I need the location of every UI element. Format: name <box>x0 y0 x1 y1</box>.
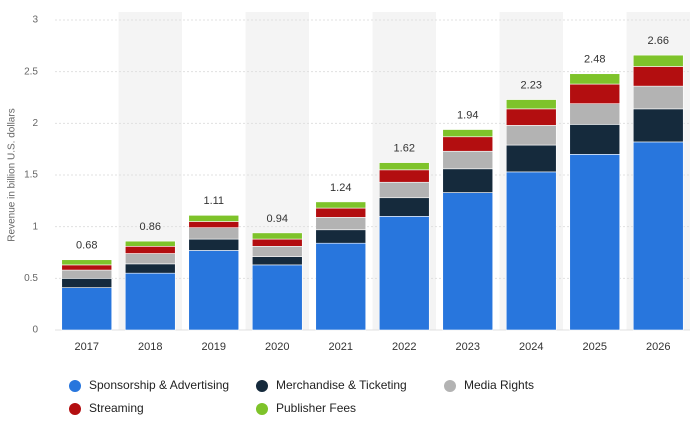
total-label: 1.62 <box>394 143 415 155</box>
bar-segment <box>442 192 494 331</box>
bar-segment <box>124 263 176 274</box>
y-tick-label: 2 <box>32 118 38 129</box>
total-label: 0.86 <box>140 221 161 233</box>
y-tick-label: 0.5 <box>24 273 38 284</box>
bar-segment <box>569 73 621 85</box>
bar-segment <box>632 141 684 331</box>
x-tick-label: 2025 <box>583 341 607 353</box>
legend-swatch <box>256 403 268 415</box>
x-tick-label: 2018 <box>138 341 162 353</box>
bar-segment <box>61 287 113 331</box>
y-tick-label: 0 <box>32 325 38 336</box>
bar-segment <box>378 169 430 183</box>
bar-segment <box>505 171 557 331</box>
legend-label: Media Rights <box>464 378 534 392</box>
bar-segment <box>188 227 240 240</box>
total-label: 2.23 <box>521 79 542 91</box>
bar-segment <box>569 154 621 331</box>
x-tick-label: 2022 <box>392 341 416 353</box>
x-tick-label: 2023 <box>456 341 480 353</box>
total-label: 0.68 <box>76 240 97 252</box>
x-tick-label: 2019 <box>202 341 226 353</box>
bar-segment <box>315 242 367 331</box>
bar-segment <box>505 125 557 146</box>
bar-segment <box>315 229 367 244</box>
bar-segment <box>61 259 113 266</box>
x-tick-label: 2021 <box>329 341 353 353</box>
bar-segment <box>188 215 240 222</box>
legend-swatch <box>69 403 81 415</box>
bar-segment <box>315 201 367 209</box>
bar-segment <box>124 246 176 254</box>
bar-segment <box>188 250 240 331</box>
x-tick-label: 2020 <box>265 341 289 353</box>
bar-segment <box>124 253 176 265</box>
y-tick-label: 2.5 <box>24 66 38 77</box>
legend-swatch <box>256 380 268 392</box>
bar-segment <box>505 99 557 110</box>
bar-segment <box>315 207 367 218</box>
bar-segment <box>251 246 303 257</box>
total-label: 0.94 <box>267 213 288 225</box>
bar-segment <box>378 162 430 171</box>
legend-label: Merchandise & Ticketing <box>276 378 407 392</box>
bar-segment <box>124 240 176 247</box>
bar-segment <box>569 124 621 155</box>
bar-segment <box>61 269 113 279</box>
total-label: 1.24 <box>330 182 351 194</box>
total-label: 1.94 <box>457 109 478 121</box>
total-label: 2.66 <box>648 35 669 47</box>
y-tick-label: 3 <box>32 15 38 26</box>
bar-segment <box>632 108 684 143</box>
bar-segment <box>251 232 303 240</box>
bar-segment <box>505 108 557 126</box>
x-tick-label: 2024 <box>519 341 543 353</box>
bar-segment <box>632 66 684 87</box>
legend-label: Sponsorship & Advertising <box>89 378 229 392</box>
bar-segment <box>251 238 303 247</box>
bar-segment <box>442 136 494 152</box>
bar-segment <box>124 272 176 331</box>
bar-segment <box>315 217 367 231</box>
total-label: 1.11 <box>203 195 224 207</box>
total-label: 2.48 <box>584 54 605 66</box>
bar-segment <box>632 85 684 110</box>
bar-segment <box>442 168 494 193</box>
y-tick-label: 1.5 <box>24 170 38 181</box>
legend-label: Streaming <box>89 401 144 415</box>
bar-segment <box>442 129 494 138</box>
bar-segment <box>569 83 621 104</box>
legend-swatch <box>69 380 81 392</box>
legend-swatch <box>444 380 456 392</box>
bar-segment <box>632 54 684 67</box>
bar-segment <box>188 238 240 251</box>
bar-segment <box>569 103 621 125</box>
bar-segment <box>251 256 303 266</box>
x-tick-label: 2017 <box>75 341 99 353</box>
bar-segment <box>442 150 494 170</box>
bar-segment <box>188 221 240 228</box>
bar-segment <box>378 197 430 217</box>
bar-segment <box>505 144 557 173</box>
bar-segment <box>61 264 113 271</box>
x-tick-label: 2026 <box>646 341 670 353</box>
bar-segment <box>378 181 430 199</box>
y-tick-label: 1 <box>32 221 38 232</box>
y-axis-label: Revenue in billion U.S. dollars <box>7 108 18 241</box>
legend-label: Publisher Fees <box>276 401 356 415</box>
bar-segment <box>61 278 113 288</box>
bar-segment <box>251 264 303 331</box>
bar-segment <box>378 216 430 331</box>
